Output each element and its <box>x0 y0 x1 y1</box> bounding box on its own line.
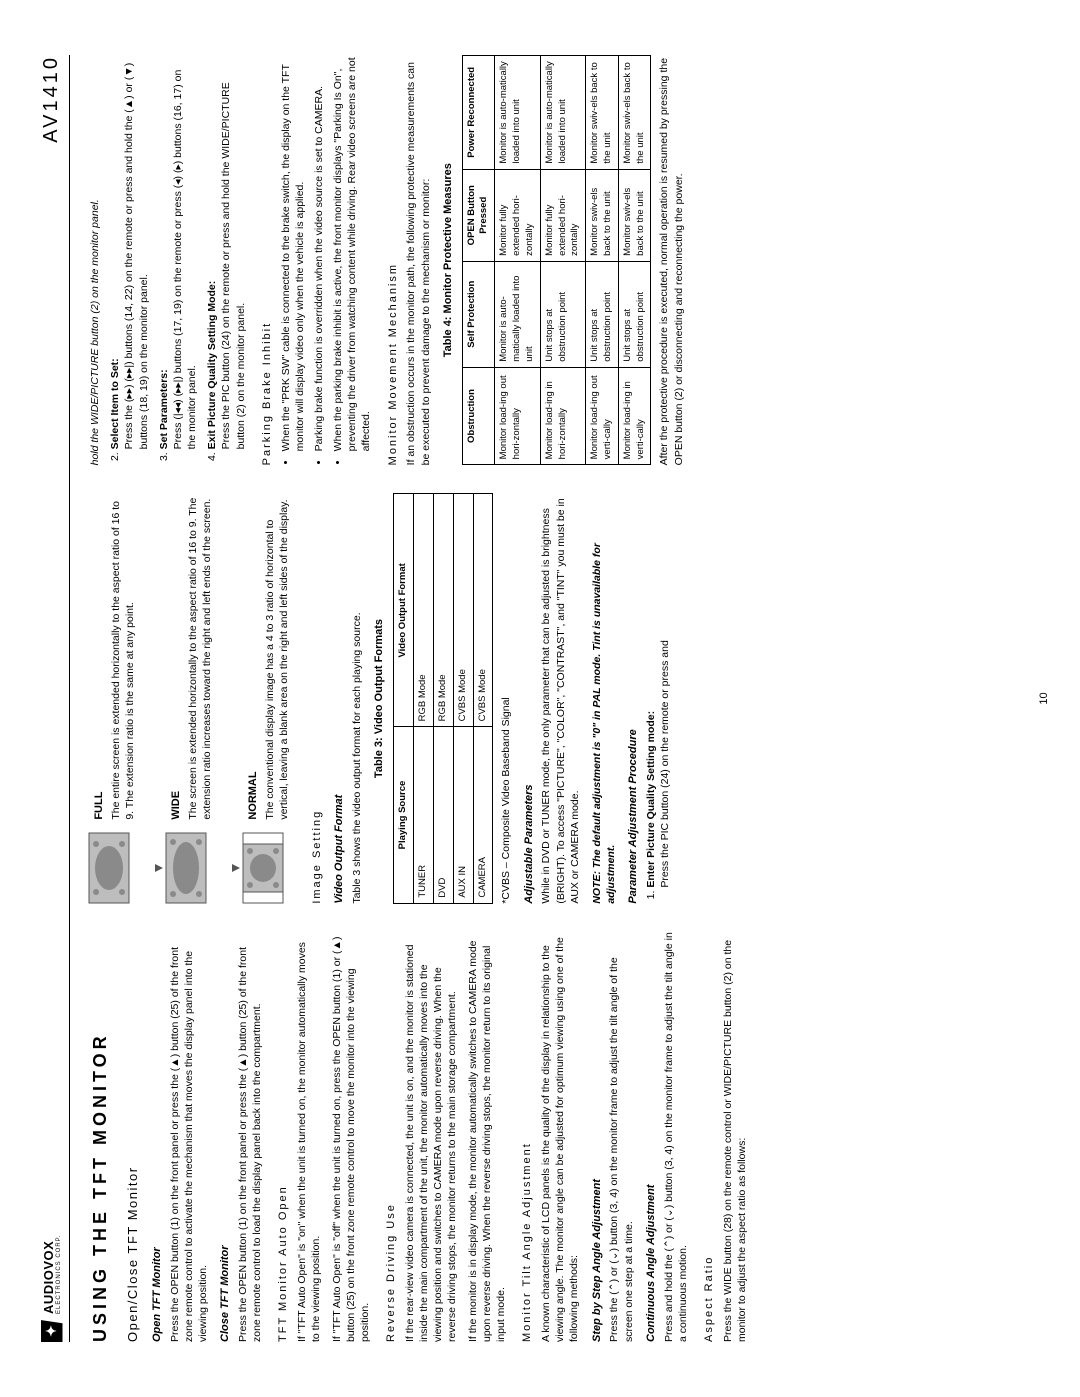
heading-open-close: Open/Close TFT Monitor <box>124 932 142 1342</box>
column-3: hold the WIDE/PICTURE button (2) on the … <box>88 55 1030 465</box>
full-title: FULL <box>92 493 107 819</box>
page-number: 10 <box>1038 55 1050 1342</box>
heading-movement: Monitor Movement Mechanism <box>386 55 401 465</box>
heading-auto-open: TFT Monitor Auto Open <box>276 932 291 1342</box>
list-item: Exit Picture Quality Setting Mode: Press… <box>205 55 248 449</box>
body-cont-adj: Press and hold the (⌃) or (⌄) button (3,… <box>662 932 690 1342</box>
table-row: Monitor load-ing in hori-zontallyUnit st… <box>540 56 585 465</box>
list-item: Set Parameters: Press (|◂◂) (▸▸|) button… <box>157 55 200 449</box>
table-row: Monitor load-ing out hori-zontallyMonito… <box>495 56 540 465</box>
t4-h2: OPEN Button Pressed <box>462 169 495 261</box>
logo-mark-icon: ✦ <box>41 1320 63 1342</box>
body-auto-open-2: If "TFT Auto Open" is "off" when the uni… <box>330 932 373 1342</box>
table4-caption: Table 4: Monitor Protective Measures <box>441 55 456 465</box>
heading-cont-adj: Continuous Angle Adjustment <box>644 932 659 1342</box>
body-step-adj: Press the (⌃) or (⌄) button (3, 4) on th… <box>607 932 635 1342</box>
note-default: NOTE: The default adjustment is "0" in P… <box>590 493 618 903</box>
heading-step-adj: Step by Step Angle Adjustment <box>590 932 605 1342</box>
heading-aspect: Aspect Ratio <box>702 932 717 1342</box>
list-item: When the parking brake inhibit is active… <box>331 55 374 451</box>
page-header: ✦ AUDIOVOX ELECTRONICS CORP. AV1410 <box>40 55 70 1342</box>
cvbs-note: *CVBS – Composite Video Baseband Signal <box>499 493 513 903</box>
list-item: Select Item to Set: Press the (▸▸) (▸▸|)… <box>108 55 151 449</box>
table-4: Obstruction Self Protection OPEN Button … <box>462 55 652 465</box>
t4-h0: Obstruction <box>462 367 495 465</box>
aspect-full-icon <box>88 832 130 904</box>
body-tilt: A known characteristic of LCD panels is … <box>539 932 582 1342</box>
body-reverse-1: If the rear-view video camera is connect… <box>403 932 460 1342</box>
body-auto-open-1: If "TFT Auto Open" is "on" when the unit… <box>295 932 323 1342</box>
normal-title: NORMAL <box>246 493 261 819</box>
parking-list: When the "PRK SW" cable is connected to … <box>279 55 374 465</box>
heading-video-output: Video Output Format <box>332 493 347 903</box>
heading-close-tft: Close TFT Monitor <box>218 932 233 1342</box>
logo-subtext: ELECTRONICS CORP. <box>56 1234 62 1314</box>
arrow-down-icon <box>153 832 165 904</box>
list-item: Parking brake function is overridden whe… <box>312 55 326 451</box>
body-video-output: Table 3 shows the video output format fo… <box>350 493 364 903</box>
wide-title: WIDE <box>169 493 184 819</box>
aspect-wide-row: WIDE The screen is extended horizontally… <box>165 493 220 903</box>
heading-image-setting: Image Setting <box>310 493 325 903</box>
normal-body: The conventional display image has a 4 t… <box>263 493 291 819</box>
full-body: The entire screen is extended horizontal… <box>109 493 137 819</box>
aspect-normal-icon <box>242 832 284 904</box>
list-item: Enter Picture Quality Setting mode: Pres… <box>644 493 672 887</box>
heading-tilt: Monitor Tilt Angle Adjustment <box>520 932 535 1342</box>
heading-open-tft: Open TFT Monitor <box>150 932 165 1342</box>
logo: ✦ AUDIOVOX ELECTRONICS CORP. <box>41 1234 63 1342</box>
t4-h1: Self Protection <box>462 261 495 367</box>
wide-body: The screen is extended horizontally to t… <box>186 493 214 819</box>
logo-text: AUDIOVOX <box>41 1234 56 1314</box>
table-row: AUX INCVBS Mode <box>453 494 473 903</box>
heading-adjustable: Adjustable Parameters <box>522 493 537 903</box>
table-3: Playing Source Video Output Format TUNER… <box>393 493 493 903</box>
param-list: Enter Picture Quality Setting mode: Pres… <box>644 493 672 903</box>
column-1: USING THE TFT MONITOR Open/Close TFT Mon… <box>88 932 1030 1342</box>
table-row: DVDRGB Mode <box>433 494 453 903</box>
param-list-cont: Select Item to Set: Press the (▸▸) (▸▸|)… <box>108 55 248 465</box>
arrow-down-icon <box>230 832 242 904</box>
body-movement: If an obstruction occurs in the monitor … <box>404 55 432 465</box>
body-adjustable: While in DVD or TUNER mode, the only par… <box>539 493 582 903</box>
body-after-protective: After the protective procedure is execut… <box>657 55 685 465</box>
aspect-normal-row: NORMAL The conventional display image ha… <box>242 493 297 903</box>
t3-h0: Playing Source <box>394 727 414 903</box>
continuation-top: hold the WIDE/PICTURE button (2) on the … <box>88 55 102 465</box>
heading-param-adj: Parameter Adjustment Procedure <box>626 493 641 903</box>
body-close-tft: Press the OPEN button (1) on the front p… <box>236 932 264 1342</box>
table-row: TUNERRGB Mode <box>414 494 434 903</box>
aspect-full-row: FULL The entire screen is extended horiz… <box>88 493 143 903</box>
list-item: When the "PRK SW" cable is connected to … <box>279 55 307 451</box>
table-row: Monitor load-ing in verti-callyUnit stop… <box>618 56 651 465</box>
main-title: USING THE TFT MONITOR <box>88 932 112 1342</box>
heading-parking: Parking Brake Inhibit <box>260 55 275 465</box>
t3-h1: Video Output Format <box>394 494 414 727</box>
table-row: CAMERACVBS Mode <box>473 494 493 903</box>
model-number: AV1410 <box>40 55 63 143</box>
body-open-tft: Press the OPEN button (1) on the front p… <box>168 932 211 1342</box>
content-columns: USING THE TFT MONITOR Open/Close TFT Mon… <box>88 55 1030 1342</box>
body-reverse-2: If the monitor is in display mode, the m… <box>466 932 509 1342</box>
t4-h3: Power Reconnected <box>462 56 495 170</box>
table3-caption: Table 3: Video Output Formats <box>372 493 387 903</box>
column-2: FULL The entire screen is extended horiz… <box>88 493 1030 903</box>
heading-reverse: Reverse Driving Use <box>384 932 399 1342</box>
aspect-wide-icon <box>165 832 207 904</box>
page-content: ✦ AUDIOVOX ELECTRONICS CORP. AV1410 USIN… <box>0 0 1080 1397</box>
body-aspect: Press the WIDE button (28) on the remote… <box>721 932 749 1342</box>
table-row: Monitor load-ing out verti-callyUnit sto… <box>586 56 619 465</box>
